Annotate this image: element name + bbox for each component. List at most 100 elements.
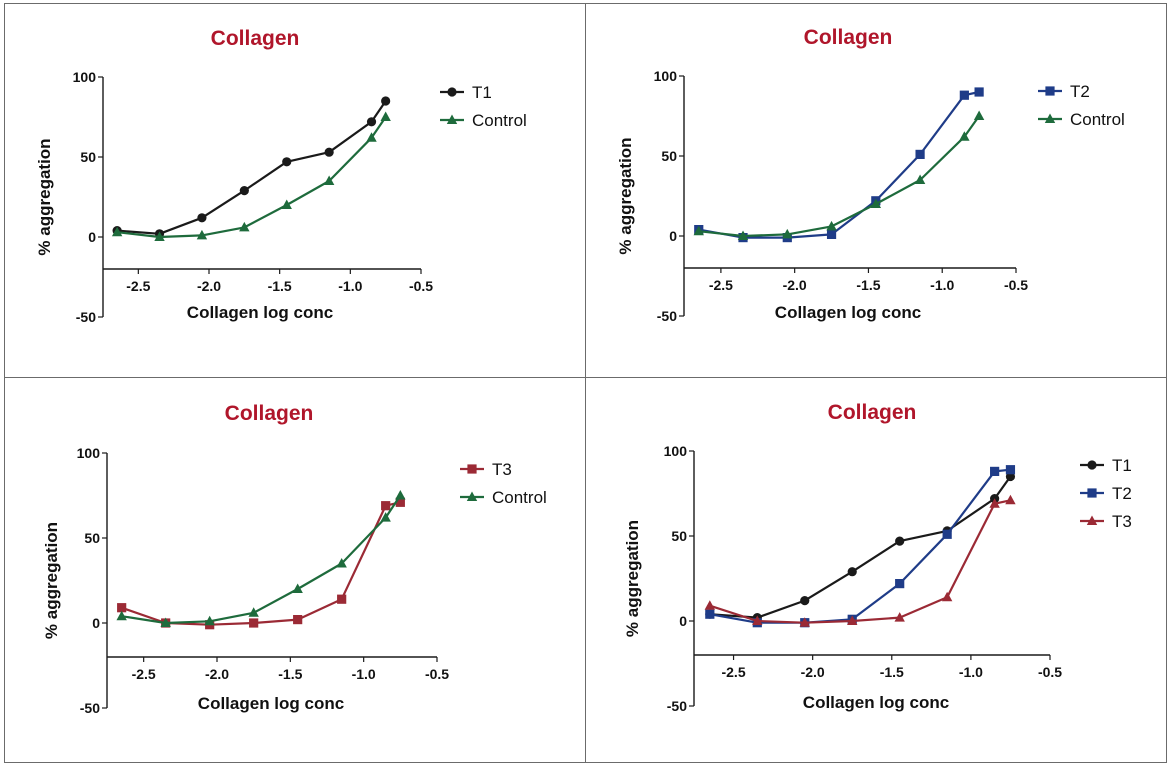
series-t2-point [990, 466, 1000, 476]
series-control-point [281, 199, 292, 209]
series-control-point [826, 220, 837, 231]
series-control-point [782, 228, 793, 239]
series-t2-point [959, 90, 969, 100]
legend-point [1087, 488, 1097, 498]
x-tick-label: -2.0 [197, 278, 221, 294]
series-t3-point [847, 615, 858, 625]
x-axis-label: Collagen log conc [198, 694, 344, 713]
series-t2-point [705, 609, 715, 619]
series-line-t2 [698, 90, 980, 239]
series-line-control [698, 115, 981, 238]
legend-point [1086, 515, 1098, 525]
y-axis-label: % aggregation [616, 137, 635, 254]
legend-point [1044, 113, 1056, 123]
series-t1 [705, 471, 1016, 623]
series-t3-point [395, 497, 405, 507]
series-t3-point [337, 594, 347, 604]
series-control-point [196, 229, 208, 240]
y-tick-label: 50 [661, 148, 677, 164]
chart-title: Collagen [211, 27, 300, 50]
y-tick-label: -50 [76, 309, 96, 325]
y-tick-label: 50 [80, 149, 96, 165]
series-t3-point [799, 617, 810, 627]
series-control-point [914, 174, 926, 184]
y-tick-label: 100 [77, 445, 101, 461]
legend-point [1045, 86, 1055, 96]
series-control [116, 490, 406, 627]
series-t3-point [704, 600, 716, 610]
series-t1-point [366, 117, 377, 127]
series-t1-point [895, 536, 905, 546]
series-control-point [380, 512, 391, 522]
series-control-point [336, 558, 347, 568]
legend-label: T1 [1112, 456, 1132, 475]
series-t1-point [800, 596, 810, 606]
x-tick-label: -2.5 [721, 664, 745, 680]
y-tick-label: 100 [73, 69, 97, 85]
legend-label: T3 [492, 460, 512, 479]
x-tick-label: -1.0 [930, 277, 954, 293]
chart-panel-t2-control: Collagen 100 50 0 -50 -2.5 -2.0 -1.5 -1.0 -0.5 Col… [585, 3, 1167, 378]
series-t3-point [117, 603, 127, 613]
series-t1-point [282, 157, 292, 167]
series-t1-point [847, 567, 857, 577]
y-tick-label: 0 [92, 615, 100, 631]
series-control-point [323, 175, 335, 185]
series-control [111, 111, 391, 241]
x-tick-label: -1.0 [338, 278, 362, 294]
x-tick-label: -1.5 [856, 277, 880, 293]
series-line-t1 [709, 475, 1012, 619]
x-tick-label: -0.5 [1038, 664, 1062, 680]
y-tick-label: 50 [84, 530, 100, 546]
chart-title: Collagen [828, 401, 917, 424]
chart-svg: Collagen 100 50 0 -50 -2.5 -2.0 -1.5 -1.0 -0.5 Col… [623, 401, 1132, 714]
x-tick-label: -0.5 [1004, 277, 1028, 293]
x-tick-label: -1.0 [959, 664, 983, 680]
series-control-point [693, 225, 704, 236]
y-axis-label: % aggregation [35, 138, 54, 255]
series-t3-point [752, 615, 763, 625]
legend-label: T2 [1112, 484, 1132, 503]
legend-point [466, 491, 478, 501]
series-control-point [154, 231, 165, 241]
series-t1-point [324, 147, 334, 157]
y-tick-label: 50 [671, 528, 687, 544]
series-t2-point [942, 529, 952, 539]
legend: T1 T2 T3 [1080, 456, 1132, 531]
series-t3-point [1005, 494, 1016, 505]
series-t3-point [894, 612, 905, 622]
series-control-point [380, 111, 391, 121]
series-control-point [870, 198, 882, 208]
series-control-point [395, 490, 406, 500]
x-tick-label: -2.5 [126, 278, 150, 294]
y-tick-label: 0 [669, 228, 677, 244]
series-t2-point [826, 229, 837, 239]
x-tick-label: -2.0 [801, 664, 825, 680]
series-t2-point [915, 149, 925, 159]
legend-label: T3 [1112, 512, 1132, 531]
series-control-point [292, 583, 303, 593]
x-tick-label: -1.5 [880, 664, 904, 680]
x-tick-label: -0.5 [409, 278, 433, 294]
series-line-control [121, 494, 402, 625]
series-t3-point [989, 498, 1000, 508]
series-t3 [704, 494, 1016, 627]
series-line-control [117, 116, 387, 239]
series-control-point [204, 615, 215, 626]
y-tick-label: 100 [664, 443, 688, 459]
x-axis-label: Collagen log conc [775, 303, 921, 322]
series-t2 [694, 87, 984, 243]
legend: T1 Control [440, 83, 527, 130]
chart-title: Collagen [225, 402, 314, 425]
legend-label: Control [1070, 110, 1125, 129]
y-tick-label: 100 [654, 68, 678, 84]
series-control-point [111, 226, 123, 237]
series-t2-point [895, 579, 905, 589]
chart-svg: Collagen 100 50 0 -50 -2.5 -2.0 -1.5 -1.0 -0.5 Col… [42, 402, 547, 716]
legend-label: Control [492, 488, 547, 507]
series-line-t1 [117, 100, 387, 235]
series-line-t3 [709, 499, 1011, 624]
series-t2-point [974, 87, 984, 97]
x-tick-label: -1.0 [352, 666, 376, 682]
series-t3-point [381, 501, 391, 511]
